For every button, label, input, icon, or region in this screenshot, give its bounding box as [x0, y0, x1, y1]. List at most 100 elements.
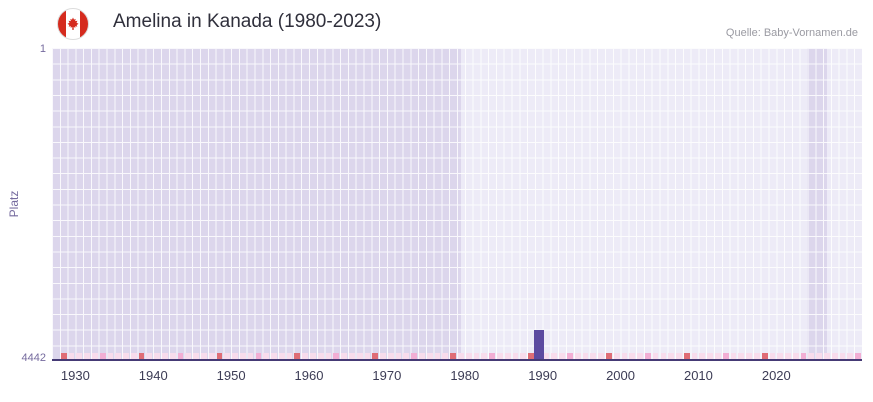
year-marker: [660, 353, 667, 359]
year-marker: [426, 353, 433, 359]
year-marker: [637, 353, 643, 359]
year-marker: [839, 353, 846, 359]
year-marker: [216, 353, 223, 359]
year-marker: [263, 353, 270, 359]
year-marker: [169, 353, 176, 359]
year-marker: [91, 353, 98, 359]
year-marker: [294, 353, 301, 359]
y-axis-label: Platz: [7, 190, 21, 218]
year-marker: [123, 353, 129, 359]
x-tick-label: 1990: [528, 368, 558, 383]
year-marker: [761, 353, 768, 359]
year-marker: [855, 353, 861, 359]
year-marker: [715, 353, 721, 359]
year-marker: [465, 353, 472, 359]
year-marker: [450, 353, 456, 359]
year-marker: [753, 353, 760, 359]
year-marker: [847, 353, 854, 359]
x-axis-line: [52, 359, 862, 361]
year-marker: [364, 353, 371, 359]
year-marker: [605, 353, 612, 359]
year-marker: [512, 353, 519, 359]
year-marker: [162, 353, 168, 359]
year-marker: [644, 353, 651, 359]
year-marker: [738, 353, 745, 359]
maple-leaf-icon: [67, 17, 79, 30]
gridlines: [52, 48, 862, 361]
x-tick-label: 2010: [683, 368, 713, 383]
year-marker: [200, 353, 207, 359]
year-marker: [193, 353, 199, 359]
year-marker: [613, 353, 620, 359]
year-marker: [792, 353, 799, 359]
year-marker: [621, 353, 628, 359]
year-marker: [333, 353, 340, 359]
year-marker: [247, 353, 254, 359]
canada-flag-icon: [57, 8, 89, 40]
year-marker: [239, 353, 246, 359]
year-marker: [232, 353, 238, 359]
year-marker: [60, 353, 67, 359]
year-marker: [185, 353, 192, 359]
year-marker: [598, 353, 604, 359]
year-marker: [683, 353, 690, 359]
page-title: Amelina in Kanada (1980-2023): [113, 11, 382, 32]
x-tick-label: 1980: [450, 368, 480, 383]
year-marker: [107, 353, 114, 359]
year-marker: [68, 353, 75, 359]
year-marker: [99, 353, 106, 359]
year-marker: [130, 353, 137, 359]
plot-area: [52, 48, 862, 361]
year-marker: [286, 353, 293, 359]
year-marker: [395, 353, 402, 359]
year-marker: [629, 353, 636, 359]
year-marker: [271, 353, 277, 359]
y-tick-bottom: 4442: [21, 352, 46, 364]
year-marker: [816, 353, 823, 359]
year-marker: [356, 353, 363, 359]
rank-bar[interactable]: [533, 329, 544, 359]
year-marker: [481, 353, 488, 359]
year-marker: [824, 353, 830, 359]
year-marker: [574, 353, 581, 359]
year-marker: [496, 353, 503, 359]
x-tick-label: 2000: [606, 368, 635, 383]
year-marker: [777, 353, 784, 359]
year-marker: [278, 353, 285, 359]
year-marker: [419, 353, 425, 359]
year-marker: [691, 353, 698, 359]
year-marker: [146, 353, 153, 359]
year-marker: [489, 353, 495, 359]
year-marker: [676, 353, 682, 359]
x-tick-label: 1940: [138, 368, 168, 383]
year-marker: [224, 353, 231, 359]
year-marker: [341, 353, 347, 359]
year-marker: [76, 353, 83, 359]
y-tick-top: 1: [39, 43, 46, 55]
x-tick-label: 2020: [761, 368, 791, 383]
year-marker: [582, 353, 589, 359]
year-marker: [387, 353, 394, 359]
year-marker: [115, 353, 122, 359]
x-tick-label: 1930: [60, 368, 90, 383]
year-marker: [800, 353, 807, 359]
year-marker: [652, 353, 659, 359]
year-marker: [543, 353, 550, 359]
x-tick-label: 1950: [216, 368, 246, 383]
year-marker: [699, 353, 706, 359]
year-marker: [707, 353, 713, 359]
year-marker: [403, 353, 410, 359]
year-marker: [785, 353, 791, 359]
year-marker: [668, 353, 675, 359]
year-marker: [473, 353, 480, 359]
year-marker: [411, 353, 418, 359]
year-marker: [325, 353, 332, 359]
year-marker: [442, 353, 449, 359]
year-marker: [310, 353, 316, 359]
year-marker: [590, 353, 597, 359]
year-marker: [154, 353, 161, 359]
year-marker: [255, 353, 262, 359]
year-marker: [317, 353, 324, 359]
year-marker: [208, 353, 215, 359]
